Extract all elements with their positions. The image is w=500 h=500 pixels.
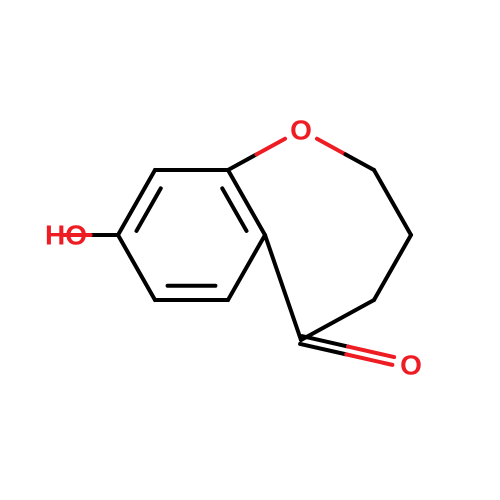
molecule-diagram: O O HO	[0, 0, 500, 500]
o13-label: HO	[45, 220, 87, 251]
o7-label: O	[290, 115, 312, 146]
o12-label: O	[400, 350, 422, 381]
